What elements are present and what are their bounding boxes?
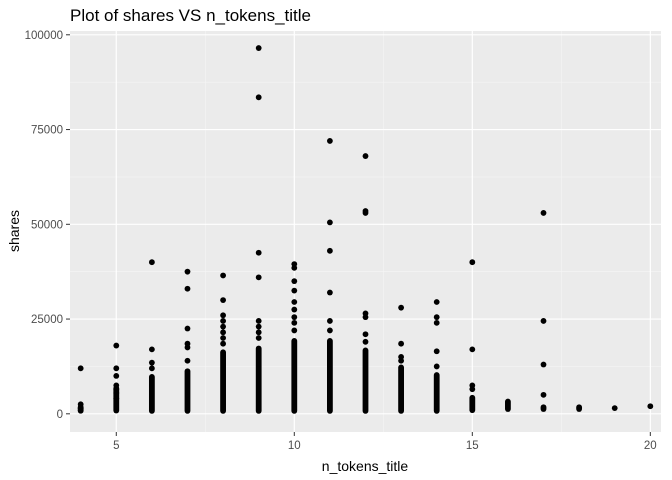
data-point	[326, 327, 333, 334]
data-point	[184, 357, 191, 364]
data-point	[291, 287, 298, 294]
data-point	[220, 318, 226, 324]
data-point	[220, 297, 226, 304]
point-column	[540, 404, 547, 412]
data-points	[77, 45, 654, 414]
data-point	[433, 348, 440, 355]
data-point	[291, 319, 298, 326]
point-column	[576, 404, 583, 412]
data-point	[326, 318, 333, 324]
chart-title: Plot of shares VS n_tokens_title	[70, 6, 311, 25]
point-column	[433, 372, 440, 414]
data-point	[255, 335, 262, 341]
data-point	[255, 45, 262, 51]
data-point	[113, 373, 120, 379]
data-point	[469, 346, 476, 353]
y-tick-label: 50000	[31, 219, 63, 231]
data-point	[220, 329, 226, 336]
data-point	[255, 249, 262, 256]
data-point	[540, 318, 547, 324]
data-point	[220, 312, 226, 319]
data-point	[184, 325, 191, 332]
data-point	[220, 323, 226, 330]
point-column	[362, 347, 369, 414]
data-point	[469, 386, 476, 393]
data-point	[291, 306, 298, 313]
data-point	[362, 153, 369, 159]
x-axis-label: n_tokens_title	[322, 458, 409, 474]
data-point	[291, 264, 298, 271]
data-point	[540, 391, 547, 398]
data-point	[255, 318, 262, 324]
data-point	[398, 357, 405, 364]
data-point	[148, 359, 155, 366]
point-column	[184, 368, 191, 414]
data-point	[113, 395, 120, 402]
data-point	[148, 259, 155, 266]
data-point	[398, 304, 405, 311]
data-point	[540, 361, 547, 368]
data-point	[113, 390, 120, 396]
point-column	[255, 345, 262, 414]
data-point	[326, 219, 333, 226]
data-point	[148, 346, 155, 353]
data-point	[77, 407, 84, 414]
data-point	[362, 210, 369, 216]
data-point	[326, 138, 333, 144]
data-point	[362, 338, 369, 345]
data-point	[113, 342, 120, 349]
data-point	[433, 319, 440, 326]
point-column	[291, 338, 298, 414]
data-point	[540, 210, 547, 216]
data-point	[220, 335, 226, 341]
data-point	[184, 268, 191, 275]
data-point	[433, 363, 440, 370]
y-tick-label: 25000	[31, 314, 63, 326]
point-column	[469, 394, 476, 414]
data-point	[255, 329, 262, 336]
data-point	[255, 323, 262, 330]
data-point	[291, 327, 298, 334]
axes: 5 10 15 20 0 25000 50000 75000 100000	[25, 30, 657, 452]
data-point	[611, 405, 618, 412]
data-point	[113, 365, 120, 372]
data-point	[184, 344, 191, 351]
data-point	[220, 272, 226, 279]
x-tick-label: 5	[113, 440, 119, 452]
data-point	[77, 365, 84, 372]
x-tick-label: 15	[466, 440, 479, 452]
point-column	[220, 349, 226, 414]
data-point	[184, 285, 191, 292]
x-tick-label: 10	[288, 440, 301, 452]
data-point	[291, 278, 298, 285]
data-point	[148, 365, 155, 372]
y-axis-label: shares	[6, 210, 22, 252]
y-tick-label: 0	[57, 409, 63, 421]
y-tick-label: 100000	[25, 30, 63, 42]
point-column	[398, 364, 405, 414]
x-tick-label: 20	[644, 440, 657, 452]
data-point	[291, 314, 298, 321]
data-point	[362, 314, 369, 321]
data-point	[362, 331, 369, 338]
data-point	[255, 94, 262, 101]
point-column	[148, 374, 155, 414]
data-point	[433, 299, 440, 305]
data-point	[291, 299, 298, 305]
point-column	[505, 398, 511, 412]
data-point	[326, 289, 333, 296]
data-point	[398, 340, 405, 347]
y-tick-label: 75000	[31, 125, 63, 137]
data-point	[326, 247, 333, 254]
data-point	[433, 314, 440, 321]
data-point	[255, 274, 262, 281]
data-point	[647, 403, 654, 410]
point-column	[326, 338, 333, 414]
data-point	[469, 259, 476, 266]
data-point	[220, 340, 226, 347]
